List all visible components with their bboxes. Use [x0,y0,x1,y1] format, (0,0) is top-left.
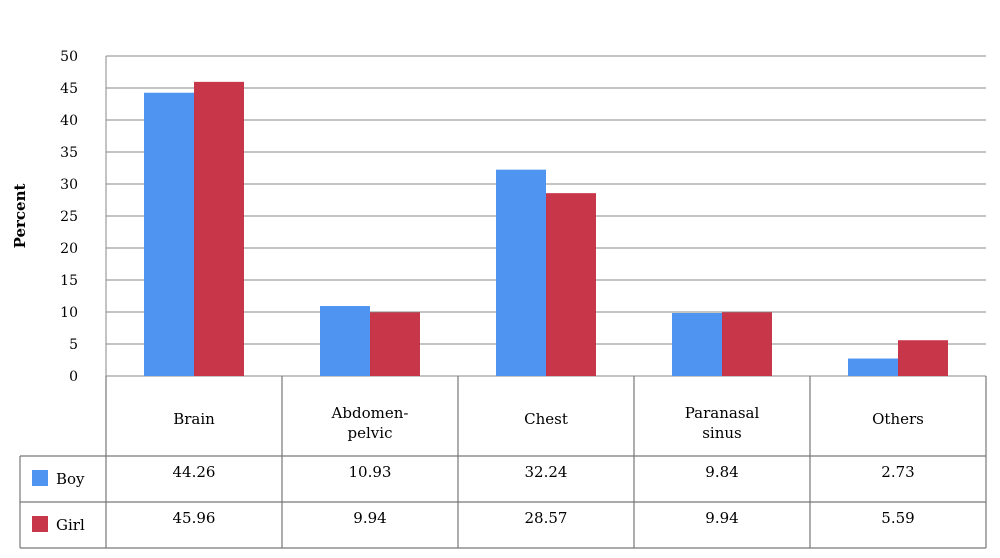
data-cell-boy: 9.84 [705,463,738,481]
bar-boy-2 [496,169,546,376]
y-tick-label: 0 [69,369,78,385]
data-cell-girl: 28.57 [525,509,568,527]
bars [144,81,948,377]
category-label: sinus [702,424,742,442]
bar-boy-0 [144,92,194,377]
y-tick-label: 40 [60,113,78,129]
y-tick-label: 35 [60,145,78,161]
category-label: Abdomen- [331,404,409,422]
y-tick-label: 5 [69,337,78,353]
y-axis-ticks: 0 5 10 15 20 25 30 35 40 45 50 [60,49,78,385]
bar-boy-1 [320,306,370,376]
bar-girl-0 [194,81,244,376]
data-cell-boy: 10.93 [349,463,392,481]
legend-swatch-girl [32,516,48,532]
bar-girl-3 [722,312,772,376]
y-tick-label: 25 [60,209,78,225]
bar-boy-4 [848,358,898,376]
category-label: Brain [173,410,215,428]
bar-boy-3 [672,313,722,376]
bar-girl-4 [898,340,948,376]
bar-girl-2 [546,193,596,376]
y-tick-label: 50 [60,49,78,65]
data-cell-girl: 9.94 [353,509,386,527]
category-label: Others [872,410,924,428]
y-tick-label: 45 [60,81,78,97]
data-table: Brain Abdomen-pelvic Chest Paranasal sinus Ot… [19,376,987,549]
y-tick-label: 15 [60,273,78,289]
y-tick-label: 20 [60,241,78,257]
y-tick-label: 10 [60,305,78,321]
bar-girl-1 [370,312,420,376]
legend-label-girl: Girl [56,516,85,534]
category-label: Chest [524,410,568,428]
data-cell-girl: 9.94 [705,509,738,527]
y-axis-label: Percent [11,184,29,249]
data-cell-boy: 44.26 [173,463,216,481]
data-cell-boy: 2.73 [881,463,914,481]
data-cell-boy: 32.24 [525,463,568,481]
category-label: pelvic [348,424,393,442]
y-tick-label: 30 [60,177,78,193]
legend-label-boy: Boy [56,470,85,488]
data-cell-girl: 5.59 [881,509,914,527]
data-cell-girl: 45.96 [173,509,216,527]
category-label: Paranasal [685,404,760,422]
legend-swatch-boy [32,470,48,486]
